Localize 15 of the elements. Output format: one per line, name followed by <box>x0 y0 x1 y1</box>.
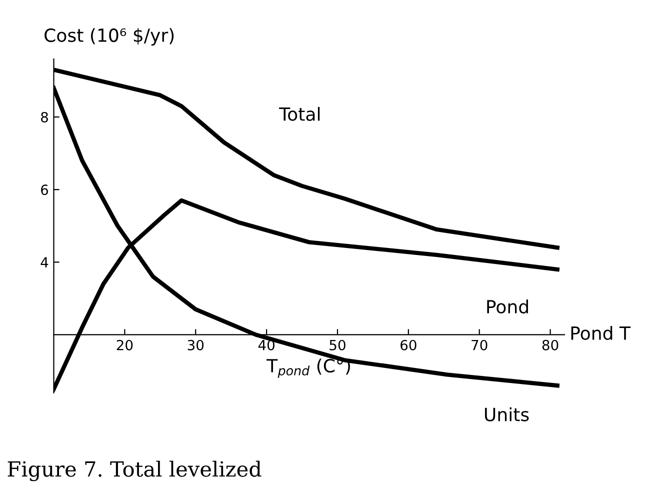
series-label: Units <box>485 407 529 422</box>
x-tick-label: 70 <box>472 340 488 350</box>
y-tick-label: 6 <box>41 184 48 196</box>
x-tick-label: 60 <box>400 340 416 350</box>
text: Pond T <box>571 326 631 340</box>
x-tick-label: 50 <box>330 340 346 350</box>
x-tick-label: 30 <box>188 340 204 350</box>
series-label: Pond <box>487 300 528 314</box>
text: Total <box>279 106 320 121</box>
y-axis-title: Cost (10⁶ $/yr) <box>44 28 174 46</box>
y-tick-label: 4 <box>40 257 48 268</box>
caption: Figure 7. Total levelized <box>8 460 262 482</box>
x-tick-label: 20 <box>116 340 133 350</box>
y-tick-label: 8 <box>41 112 48 122</box>
x-tick-label: 80 <box>542 340 558 350</box>
